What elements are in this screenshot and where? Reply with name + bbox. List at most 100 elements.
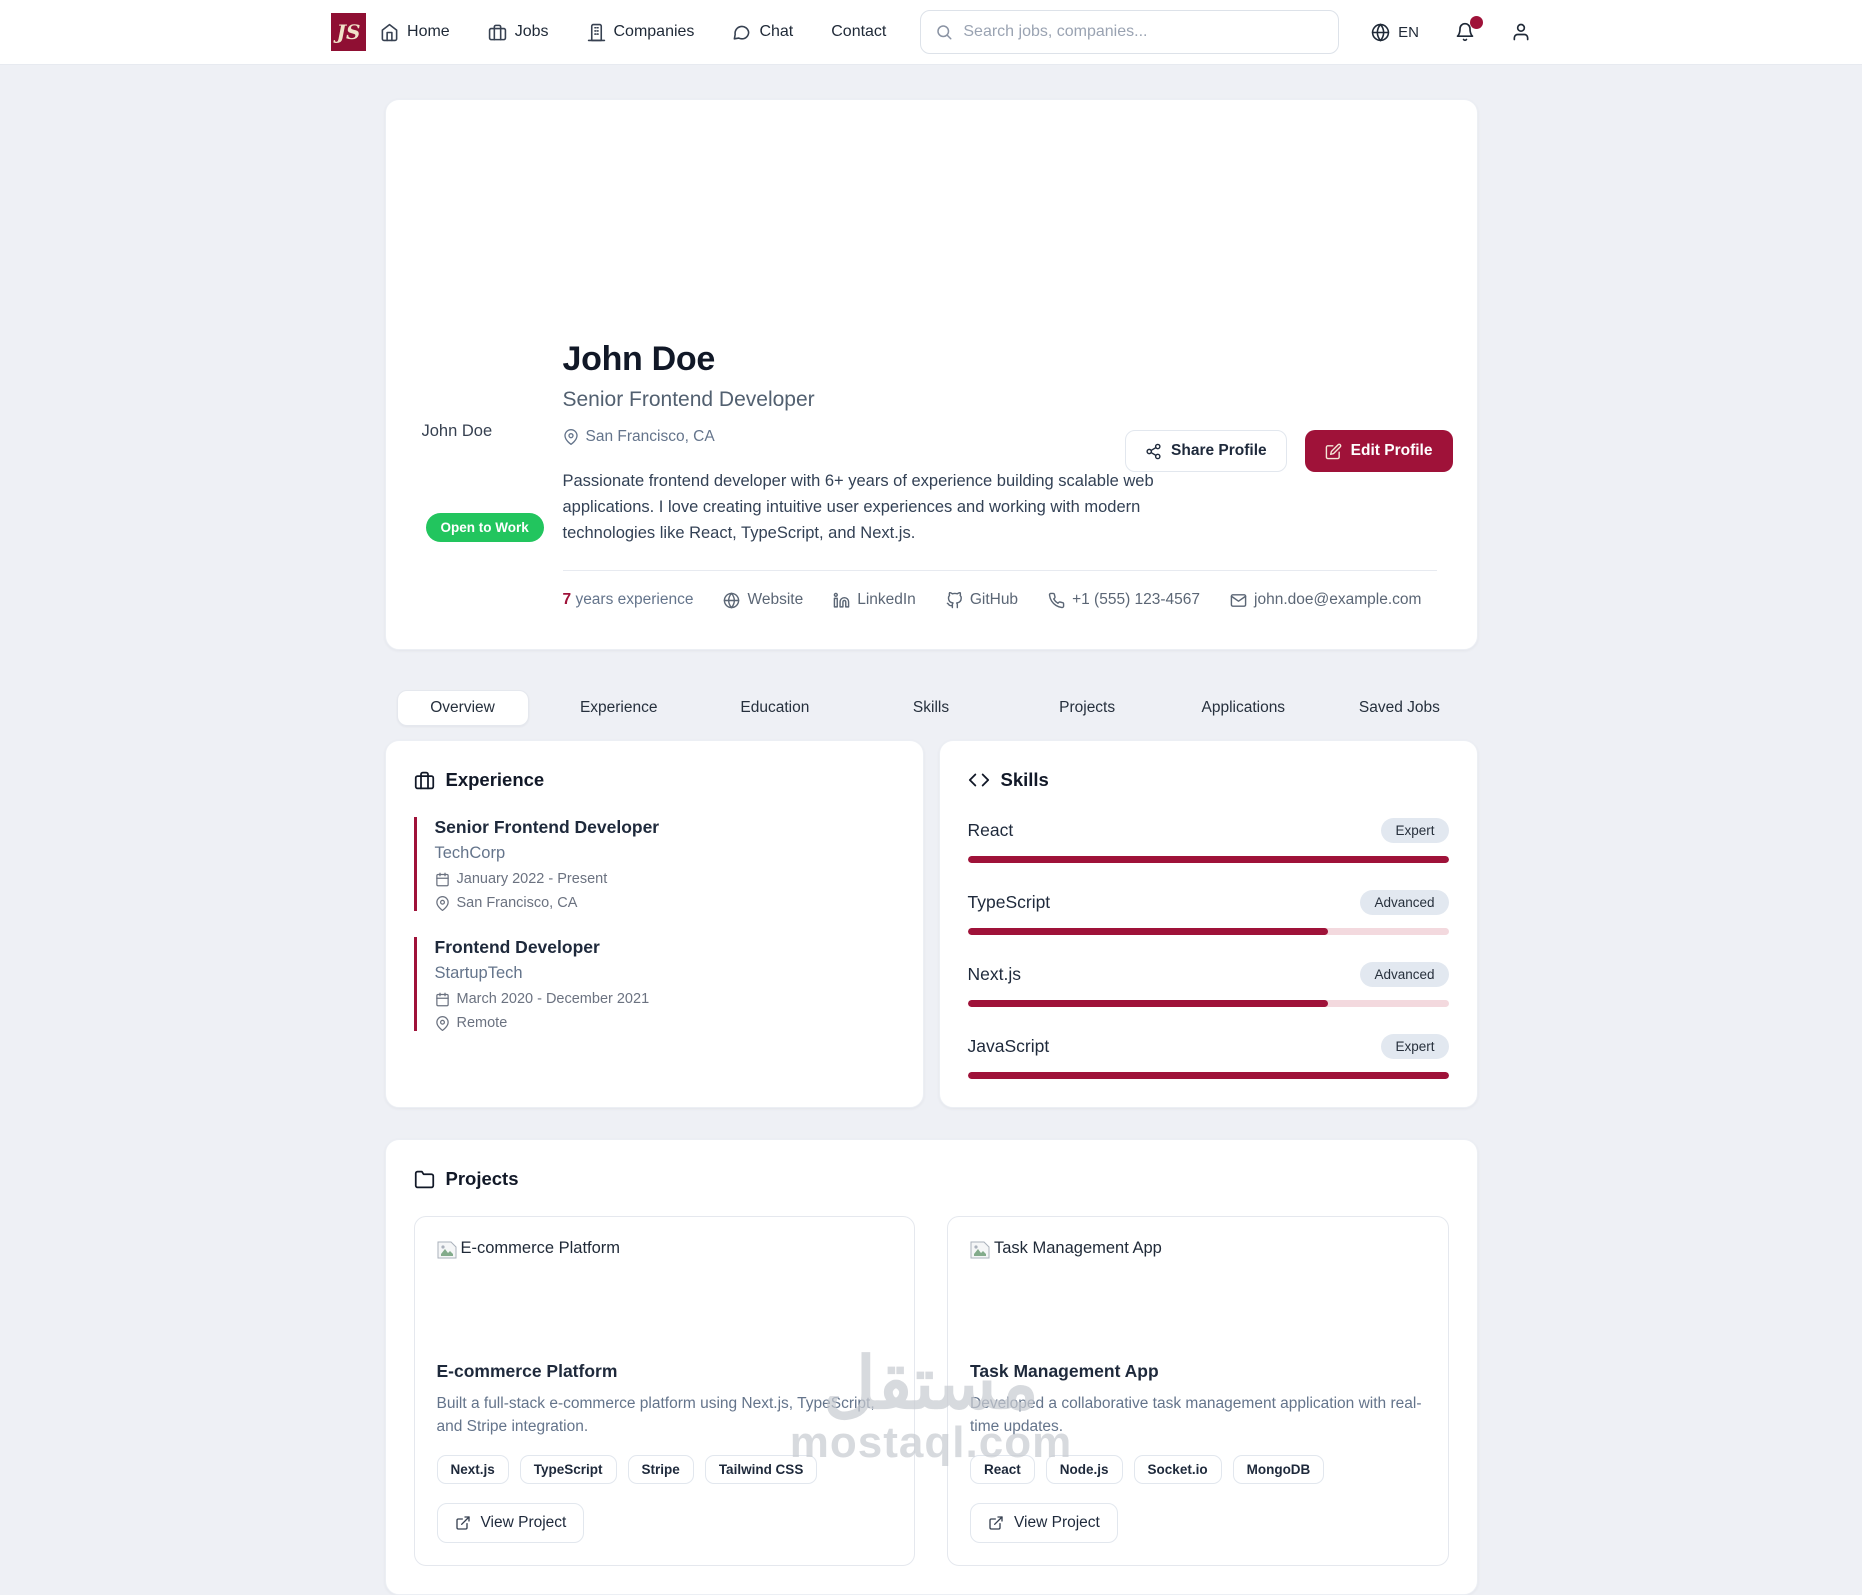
skill-progress-fill <box>967 1000 1329 1007</box>
project-description: Developed a collaborative task managemen… <box>970 1395 1422 1435</box>
tab-projects[interactable]: Projects <box>1059 699 1116 716</box>
linkedin-icon <box>833 592 850 609</box>
folder-icon <box>414 1169 435 1190</box>
skill-row: Next.js Advanced <box>967 962 1449 1007</box>
skill-progress-track <box>967 928 1449 935</box>
project-tag: TypeScript <box>519 1455 617 1484</box>
profile-name: John Doe <box>562 340 716 378</box>
search-input[interactable] <box>963 23 1325 41</box>
code-icon <box>968 769 990 791</box>
project-broken-image: Task Management App <box>970 1239 1426 1361</box>
project-tag: Next.js <box>436 1455 509 1484</box>
share-profile-button[interactable]: Share Profile <box>1125 430 1287 472</box>
globe-icon <box>723 591 740 609</box>
tab-overview[interactable]: Overview <box>385 690 541 726</box>
project-tag: MongoDB <box>1232 1455 1325 1484</box>
profile-card: Share Profile Edit Profile John Doe Open… <box>384 99 1478 650</box>
github-link[interactable]: GitHub <box>946 591 1018 609</box>
view-project-button[interactable]: View Project <box>436 1503 585 1543</box>
nav-item-companies[interactable]: Companies <box>587 23 695 42</box>
external-link-icon <box>455 1515 471 1531</box>
share-icon <box>1145 443 1162 460</box>
profile-headline: Senior Frontend Developer <box>562 388 815 411</box>
experience-title: Senior Frontend Developer <box>434 817 660 837</box>
broken-image-icon <box>970 1241 990 1259</box>
nav-item-chat[interactable]: Chat <box>732 23 793 42</box>
experience-entry: Frontend Developer StartupTech March 202… <box>413 937 895 1031</box>
project-tag: React <box>970 1455 1035 1484</box>
email-link[interactable]: john.doe@example.com <box>1230 591 1421 609</box>
project-card: Task Management App Task Management App … <box>947 1216 1449 1566</box>
project-tag: Stripe <box>627 1455 694 1484</box>
search-icon <box>935 23 953 41</box>
notifications-button[interactable] <box>1455 16 1483 42</box>
nav-item-home[interactable]: Home <box>380 23 450 42</box>
skill-name: TypeScript <box>967 892 1051 912</box>
nav-item-jobs[interactable]: Jobs <box>488 23 549 42</box>
tab-saved-jobs[interactable]: Saved Jobs <box>1358 699 1440 716</box>
external-link-icon <box>988 1515 1004 1531</box>
nav-links: Home Jobs Companies Chat Contact <box>380 23 886 42</box>
globe-icon <box>1371 22 1390 42</box>
nav-item-label: Home <box>407 23 450 40</box>
linkedin-link[interactable]: LinkedIn <box>833 591 916 609</box>
experience-company: TechCorp <box>434 844 506 862</box>
experience-location: Remote <box>456 1015 508 1031</box>
skill-row: JavaScript Expert <box>967 1034 1449 1079</box>
calendar-icon <box>435 872 450 887</box>
edit-icon <box>1325 443 1342 460</box>
nav-item-label: Companies <box>613 23 695 40</box>
account-button[interactable] <box>1511 22 1531 42</box>
edit-profile-button[interactable]: Edit Profile <box>1304 430 1453 472</box>
skill-level-badge: Expert <box>1381 818 1449 843</box>
map-pin-icon <box>435 895 450 911</box>
nav-item-label: Chat <box>759 23 794 40</box>
avatar-broken-image: John Doe <box>421 422 493 440</box>
nav-item-label: Contact <box>831 23 887 40</box>
open-to-work-badge: Open to Work <box>425 513 544 542</box>
experience-period: March 2020 - December 2021 <box>456 991 650 1007</box>
project-tag: Tailwind CSS <box>704 1455 818 1484</box>
profile-bio: Passionate frontend developer with 6+ ye… <box>562 472 1154 542</box>
chat-icon <box>732 23 751 42</box>
profile-tabs: Overview Experience Education Skills Pro… <box>385 690 1478 726</box>
briefcase-icon <box>488 23 507 42</box>
view-project-button[interactable]: View Project <box>970 1503 1118 1543</box>
user-icon <box>1511 22 1531 42</box>
skill-level-badge: Expert <box>1381 1034 1449 1059</box>
tab-education[interactable]: Education <box>740 699 810 716</box>
broken-image-icon <box>437 1241 457 1259</box>
skill-level-badge: Advanced <box>1360 890 1449 915</box>
projects-heading: Projects <box>445 1168 519 1189</box>
experience-card: Experience Senior Frontend Developer Tec… <box>384 740 924 1108</box>
building-icon <box>587 23 606 42</box>
skills-card: Skills React Expert TypeScript Advanced … <box>938 740 1478 1108</box>
website-link[interactable]: Website <box>723 591 803 609</box>
top-navbar: JS Home Jobs Companies Chat Contact <box>0 0 1862 65</box>
tab-skills[interactable]: Skills <box>912 699 950 716</box>
skill-row: React Expert <box>967 818 1449 863</box>
experience-title: Frontend Developer <box>434 937 600 957</box>
phone-link[interactable]: +1 (555) 123-4567 <box>1048 591 1200 609</box>
profile-location: San Francisco, CA <box>585 428 715 445</box>
divider <box>562 570 1437 571</box>
project-tag: Socket.io <box>1133 1455 1222 1484</box>
projects-card: Projects E-commerce Platform E-commerce … <box>384 1139 1478 1595</box>
tab-experience[interactable]: Experience <box>579 699 658 716</box>
nav-item-contact[interactable]: Contact <box>831 23 886 41</box>
skill-name: JavaScript <box>967 1036 1050 1056</box>
edit-profile-label: Edit Profile <box>1350 442 1433 459</box>
map-pin-icon <box>435 1015 450 1031</box>
language-switcher[interactable]: EN <box>1371 22 1419 42</box>
briefcase-icon <box>414 770 435 791</box>
app-logo[interactable]: JS <box>331 13 367 51</box>
skill-level-badge: Advanced <box>1360 962 1449 987</box>
skill-progress-fill <box>967 856 1449 863</box>
phone-icon <box>1048 592 1065 609</box>
experience-location: San Francisco, CA <box>456 895 578 911</box>
skill-progress-track <box>967 1072 1449 1079</box>
home-icon <box>380 23 399 42</box>
skills-heading: Skills <box>1000 769 1049 790</box>
tab-applications[interactable]: Applications <box>1201 699 1286 716</box>
skill-progress-fill <box>967 1072 1449 1079</box>
